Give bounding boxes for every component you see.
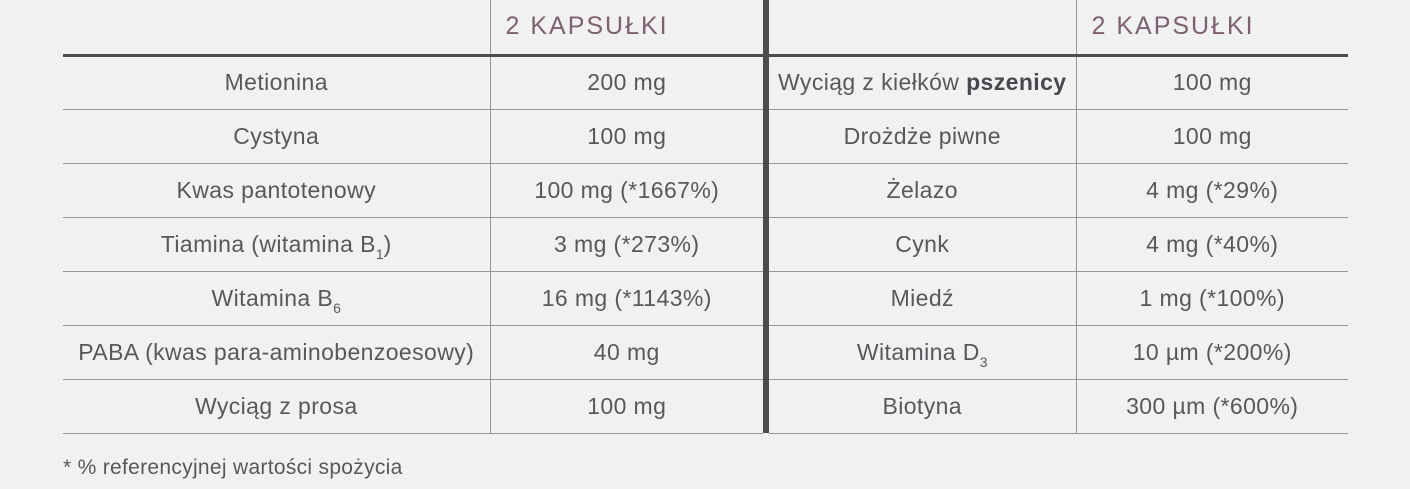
ingredient-name: Witamina B6 bbox=[63, 271, 490, 326]
ingredient-amount: 100 mg bbox=[1075, 109, 1348, 164]
ingredient-amount: 100 mg (*1667%) bbox=[489, 163, 763, 218]
left-table-body: Metionina 200 mg Cystyna 100 mg Kwas pantote… bbox=[63, 55, 763, 434]
label-text: Miedź bbox=[890, 284, 954, 311]
table-divider bbox=[763, 0, 769, 433]
right-table-body: Wyciąg z kiełków pszenicy 100 mg Drożdże p… bbox=[769, 55, 1348, 434]
ingredient-amount: 4 mg (*40%) bbox=[1075, 217, 1348, 272]
table-row: PABA (kwas para-aminobenzoesowy) 40 mg bbox=[63, 325, 763, 380]
label-text: PABA (kwas para-aminobenzoesowy) bbox=[78, 338, 475, 365]
table-row: Witamina B6 16 mg (*1143%) bbox=[63, 271, 763, 326]
ingredient-amount: 4 mg (*29%) bbox=[1075, 163, 1348, 218]
label-text: ) bbox=[383, 230, 392, 257]
subscript: 6 bbox=[333, 299, 341, 316]
subscript: 1 bbox=[375, 245, 384, 262]
ingredient-amount: 3 mg (*273%) bbox=[489, 217, 763, 272]
label-text: Witamina D bbox=[856, 338, 980, 365]
header-empty-cell bbox=[769, 0, 1076, 57]
nutrition-table-right: 2 KAPSUŁKI Wyciąg z kiełków pszenicy 100 … bbox=[769, 0, 1348, 434]
label-text: Drożdże piwne bbox=[843, 122, 1001, 149]
table-row: Miedź 1 mg (*100%) bbox=[769, 271, 1348, 326]
ingredient-amount: 100 mg bbox=[1075, 55, 1348, 110]
subscript: 3 bbox=[979, 353, 988, 370]
table-row: Drożdże piwne 100 mg bbox=[769, 109, 1348, 164]
ingredient-name: Metionina bbox=[63, 55, 490, 110]
ingredient-name: Miedź bbox=[769, 271, 1076, 326]
table-row: Cynk 4 mg (*40%) bbox=[769, 217, 1348, 272]
capsules-header-left: 2 KAPSUŁKI bbox=[489, 0, 763, 57]
table-row: Żelazo 4 mg (*29%) bbox=[769, 163, 1348, 218]
ingredient-name: Cynk bbox=[769, 217, 1076, 272]
nutrition-table-left: 2 KAPSUŁKI Metionina 200 mg Cystyna 100 mg K… bbox=[63, 0, 763, 434]
ingredient-name: Tiamina (witamina B1) bbox=[63, 217, 490, 272]
capsules-header-right: 2 KAPSUŁKI bbox=[1075, 0, 1348, 57]
label-text: Metionina bbox=[224, 69, 328, 95]
table-row: Tiamina (witamina B1) 3 mg (*273%) bbox=[63, 217, 763, 272]
ingredient-amount: 300 µm (*600%) bbox=[1075, 379, 1348, 434]
header-row: 2 KAPSUŁKI bbox=[769, 0, 1348, 57]
ingredient-name: Kwas pantotenowy bbox=[63, 163, 490, 218]
table-row: Wyciąg z kiełków pszenicy 100 mg bbox=[769, 55, 1348, 110]
label-text: Cynk bbox=[895, 230, 950, 257]
ingredient-amount: 1 mg (*100%) bbox=[1075, 271, 1348, 326]
header-empty-cell bbox=[63, 0, 490, 57]
ingredient-name: Żelazo bbox=[769, 163, 1076, 218]
ingredient-amount: 10 µm (*200%) bbox=[1075, 325, 1348, 380]
label-text: Cystyna bbox=[233, 122, 320, 149]
ingredient-amount: 100 mg bbox=[489, 379, 763, 434]
label-text: Żelazo bbox=[886, 176, 958, 203]
label-text: Wyciąg z prosa bbox=[194, 392, 358, 419]
ingredient-name: PABA (kwas para-aminobenzoesowy) bbox=[63, 325, 490, 380]
nutrition-tables: 2 KAPSUŁKI Metionina 200 mg Cystyna 100 mg K… bbox=[63, 0, 1348, 434]
ingredient-name: Witamina D3 bbox=[769, 325, 1076, 380]
footnote: * % referencyjnej wartości spożycia bbox=[63, 455, 403, 479]
ingredient-name: Biotyna bbox=[769, 379, 1076, 434]
bold-text: pszenicy bbox=[966, 69, 1067, 95]
ingredient-name: Cystyna bbox=[63, 109, 490, 164]
ingredient-amount: 16 mg (*1143%) bbox=[489, 271, 763, 326]
ingredient-name: Wyciąg z prosa bbox=[63, 379, 490, 434]
ingredient-amount: 40 mg bbox=[489, 325, 763, 380]
table-row: Kwas pantotenowy 100 mg (*1667%) bbox=[63, 163, 763, 218]
header-row: 2 KAPSUŁKI bbox=[63, 0, 763, 57]
label-text: Witamina B bbox=[211, 284, 334, 311]
label-text: Biotyna bbox=[882, 392, 962, 419]
table-row: Wyciąg z prosa 100 mg bbox=[63, 379, 763, 434]
table-row: Metionina 200 mg bbox=[63, 55, 763, 110]
label-text: Tiamina (witamina B bbox=[160, 230, 376, 257]
ingredient-name: Wyciąg z kiełków pszenicy bbox=[769, 55, 1076, 110]
ingredient-name: Drożdże piwne bbox=[769, 109, 1076, 164]
table-row: Witamina D3 10 µm (*200%) bbox=[769, 325, 1348, 380]
label-text: Kwas pantotenowy bbox=[176, 176, 376, 203]
label-text: Wyciąg z kiełków bbox=[778, 69, 967, 95]
table-row: Cystyna 100 mg bbox=[63, 109, 763, 164]
ingredient-amount: 100 mg bbox=[489, 109, 763, 164]
ingredient-amount: 200 mg bbox=[489, 55, 763, 110]
table-row: Biotyna 300 µm (*600%) bbox=[769, 379, 1348, 434]
